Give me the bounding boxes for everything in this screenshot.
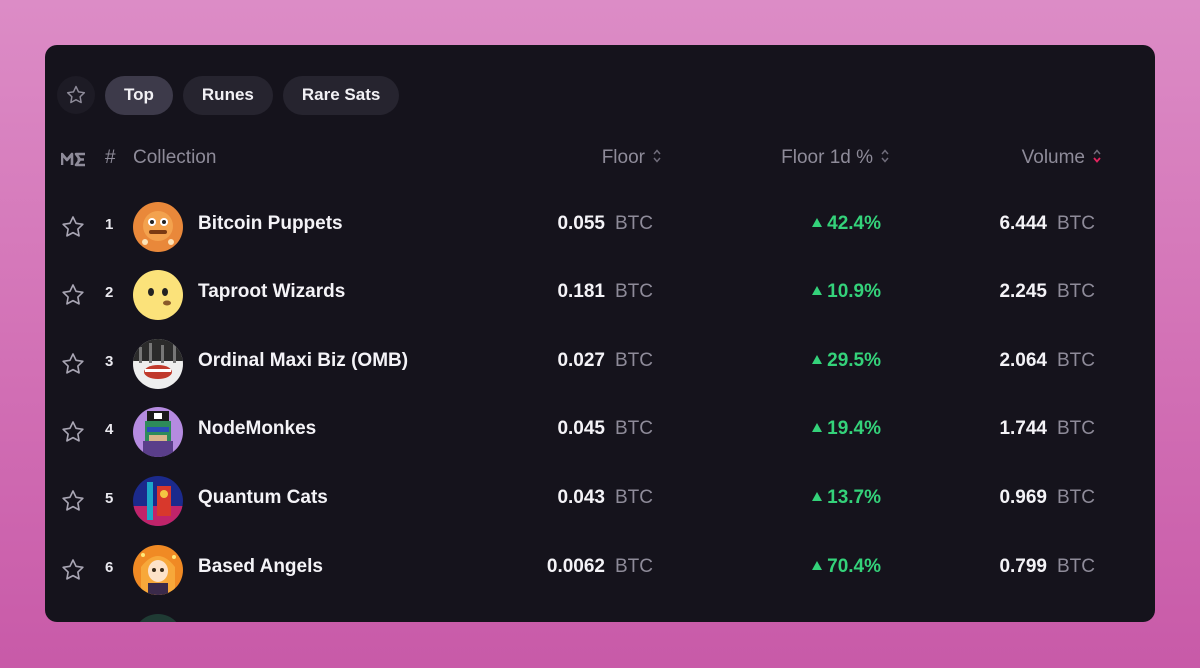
row-rank: 3: [105, 353, 114, 370]
star-outline-icon[interactable]: [60, 282, 86, 308]
volume: 1.744 BTC: [999, 418, 1095, 439]
row-rank: 5: [105, 490, 114, 507]
floor-change: 70.4%: [812, 556, 881, 578]
triangle-up-icon: [812, 286, 823, 295]
filter-tabs: Top Runes Rare Sats: [57, 75, 409, 115]
floor-price: 0.055 BTC: [557, 213, 653, 234]
star-outline-icon[interactable]: [60, 214, 86, 240]
table-row[interactable]: 1 Bitcoin Puppets 0.055 BTC 42.4% 6.444 BT…: [45, 193, 1155, 261]
table-row[interactable]: 3 Ordinal Maxi Biz (OMB) 0.027 BTC 29.5% …: [45, 330, 1155, 398]
triangle-up-icon: [812, 423, 823, 432]
tab-rare-sats[interactable]: Rare Sats: [282, 75, 400, 115]
table-row[interactable]: 5 Quantum Cats 0.043 BTC 13.7% 0.969 BTC: [45, 467, 1155, 535]
volume: 2.245 BTC: [999, 281, 1095, 302]
floor-price: 0.027 BTC: [557, 350, 653, 371]
magic-eden-logo-icon: [61, 152, 85, 167]
floor-price: 0.043 BTC: [557, 487, 653, 508]
header-volume[interactable]: Volume: [1022, 147, 1101, 169]
table-header: # Collection Floor Floor 1d % Volume: [45, 145, 1155, 173]
table-row[interactable]: 4 NodeMonkes 0.045 BTC 19.4% 1.744 BTC: [45, 398, 1155, 466]
floor-price: 0.181 BTC: [557, 281, 653, 302]
star-outline-icon[interactable]: [60, 419, 86, 445]
collections-card: Top Runes Rare Sats # Collection Floor F…: [45, 45, 1155, 622]
volume: 6.444 BTC: [999, 213, 1095, 234]
floor-change: 19.4%: [812, 418, 881, 440]
floor-price: 0.0062 BTC: [546, 556, 653, 577]
floor-change: 13.7%: [812, 487, 881, 509]
tab-runes[interactable]: Runes: [182, 75, 273, 115]
collection-name[interactable]: NodeMonkes: [198, 418, 317, 439]
star-outline-icon: [66, 85, 86, 104]
collection-name[interactable]: Quantum Cats: [198, 487, 328, 508]
favorites-tab[interactable]: [57, 76, 95, 114]
header-floor[interactable]: Floor: [602, 147, 661, 169]
volume: 0.969 BTC: [999, 487, 1095, 508]
collection-avatar: [133, 339, 183, 389]
collection-avatar: [133, 476, 183, 526]
triangle-up-icon: [812, 492, 823, 501]
star-outline-icon[interactable]: [60, 557, 86, 583]
row-rank: 1: [105, 216, 114, 233]
header-floor-1d[interactable]: Floor 1d %: [781, 147, 889, 169]
collection-avatar: [133, 614, 183, 622]
table-row[interactable]: 6 Based Angels 0.0062 BTC 70.4% 0.799 BTC: [45, 536, 1155, 604]
collection-avatar: [133, 270, 183, 320]
collection-avatar: [133, 407, 183, 457]
floor-price: 0.045 BTC: [557, 418, 653, 439]
volume: 0.799 BTC: [999, 556, 1095, 577]
collection-name[interactable]: Based Angels: [198, 556, 323, 577]
star-outline-icon[interactable]: [60, 488, 86, 514]
sort-arrows-icon: [881, 149, 889, 164]
floor-change: 29.5%: [812, 350, 881, 372]
volume: 2.064 BTC: [999, 350, 1095, 371]
table-row[interactable]: 2 Taproot Wizards 0.181 BTC 10.9% 2.245 BT…: [45, 261, 1155, 329]
header-collection: Collection: [133, 147, 217, 168]
triangle-up-icon: [812, 218, 823, 227]
sort-arrows-icon: [653, 149, 661, 164]
sort-arrows-icon: [1093, 149, 1101, 164]
row-rank: 4: [105, 421, 114, 438]
collection-name[interactable]: Taproot Wizards: [198, 281, 346, 302]
collection-name[interactable]: Bitcoin Puppets: [198, 213, 343, 234]
triangle-up-icon: [812, 355, 823, 364]
collection-name[interactable]: Ordinal Maxi Biz (OMB): [198, 350, 409, 371]
row-rank: 2: [105, 284, 114, 301]
collection-avatar: [133, 545, 183, 595]
header-rank: #: [105, 147, 116, 168]
floor-change: 42.4%: [812, 213, 881, 235]
collection-avatar: [133, 202, 183, 252]
floor-change: 10.9%: [812, 281, 881, 303]
row-rank: 6: [105, 559, 114, 576]
star-outline-icon[interactable]: [60, 351, 86, 377]
triangle-up-icon: [812, 561, 823, 570]
tab-top[interactable]: Top: [105, 75, 173, 115]
